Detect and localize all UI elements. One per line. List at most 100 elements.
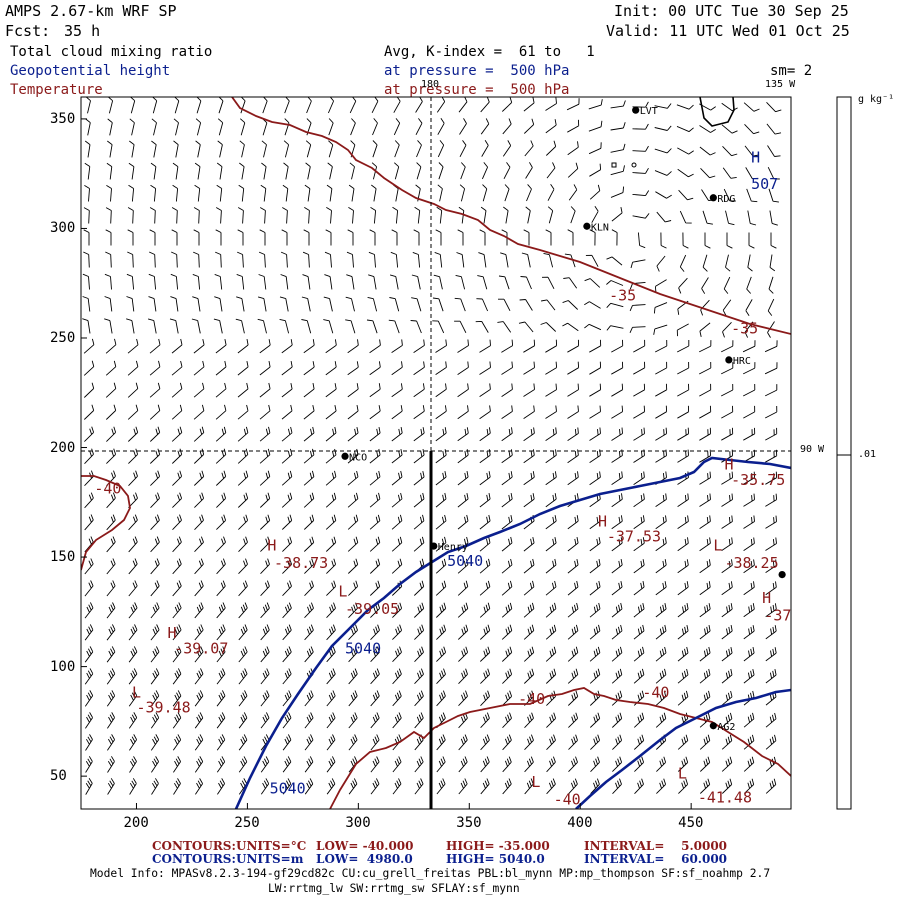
smoothing-label: sm= 2 — [770, 63, 813, 79]
temperature-label: L — [678, 764, 687, 782]
contour-labels: H507-35-35H-35.75-40H-37.535040H-38.73L-… — [94, 149, 791, 809]
model-info-line2: LW:rrtmg_lw SW:rrtmg_sw SFLAY:sf_mynn — [268, 882, 520, 895]
temp-contour-high: HIGH= -35.000 — [446, 839, 550, 853]
station-dot — [709, 194, 717, 202]
temp-contour-low: LOW= -40.000 — [316, 839, 414, 853]
colorbar — [836, 96, 852, 810]
y-tick-label: 50 — [50, 768, 67, 785]
field-geopotential-height: Geopotential height — [10, 63, 171, 79]
valid-time: Valid: 11 UTC Wed 01 Oct 25 — [606, 22, 850, 40]
avg-k-index: Avg, K-index = 61 to 1 — [384, 44, 595, 60]
temperature-label: -40 — [94, 480, 121, 498]
y-tick-label: 250 — [50, 329, 76, 346]
height-label: H — [751, 149, 760, 167]
temperature-contour-minus35 — [231, 97, 791, 335]
height-contour-units: UNITS=m — [236, 852, 304, 866]
temperature-label: -39.07 — [174, 639, 228, 657]
temperature-label: -40 — [554, 791, 581, 809]
temperature-label: H — [598, 512, 607, 530]
field-cloud-mixing-ratio: Total cloud mixing ratio — [10, 44, 213, 60]
temperature-label: -35 — [609, 287, 636, 305]
station-dot — [430, 542, 438, 550]
temperature-label: -40 — [518, 690, 545, 708]
longitude-label-right: 90 W — [800, 444, 825, 455]
temperature-label: L — [338, 582, 347, 600]
x-tick-label: 250 — [234, 815, 260, 831]
pressure-level-temperature: at pressure = 500 hPa — [384, 82, 570, 98]
station-label: AG2 — [717, 722, 735, 733]
height-label: 5040 — [345, 639, 381, 657]
station-dot — [341, 452, 349, 460]
coastline — [699, 97, 735, 127]
y-tick-label: 350 — [50, 110, 76, 127]
contour-lines — [81, 97, 791, 809]
temperature-label: -35.75 — [731, 471, 785, 489]
x-tick-label: 450 — [678, 815, 704, 831]
marker-circle — [631, 162, 637, 168]
colorbar-unit: g kg⁻¹ — [858, 94, 895, 105]
y-tick-label: 100 — [50, 658, 76, 675]
station-dot — [583, 222, 591, 230]
temperature-contour-minus40-south — [329, 687, 791, 809]
station-label: KLN — [591, 222, 609, 233]
station-dot — [709, 722, 717, 730]
wind-barbs — [82, 97, 782, 795]
x-tick-label: 300 — [345, 815, 371, 831]
model-title: AMPS 2.67-km WRF SP — [5, 2, 177, 20]
y-tick-label: 300 — [50, 220, 76, 237]
field-temperature: Temperature — [10, 82, 103, 98]
wind-barb-field — [82, 97, 782, 795]
temperature-label: -41.48 — [698, 788, 752, 806]
height-contour-5040-east — [575, 688, 791, 809]
station-label: HRC — [733, 356, 751, 367]
station-label: RDG — [717, 194, 735, 205]
station-dot — [778, 570, 786, 579]
height-contour-low: LOW= 4980.0 — [316, 852, 413, 866]
longitude-label-top: 180 — [421, 79, 440, 90]
temperature-label: L — [132, 683, 141, 701]
temperature-label: -40 — [642, 683, 669, 701]
init-time: Init: 00 UTC Tue 30 Sep 25 — [614, 2, 849, 20]
temperature-label: -39.48 — [136, 699, 190, 717]
model-info-line1: Model Info: MPASv8.2.3-194-gf29cd82c CU:… — [90, 867, 771, 880]
axis-ticks — [81, 118, 692, 809]
x-tick-label: 350 — [456, 815, 482, 831]
marker-square — [611, 162, 617, 168]
temperature-label: -37 — [764, 607, 791, 625]
y-tick-label: 150 — [50, 549, 76, 566]
temp-contour-heading: CONTOURS: — [152, 839, 236, 853]
temperature-label: H — [724, 455, 733, 473]
height-label: 507 — [751, 175, 778, 193]
plot-frame — [80, 96, 792, 810]
temperature-label: L — [713, 536, 722, 554]
pressure-level-height: at pressure = 500 hPa — [384, 63, 570, 79]
station-label: NCO — [349, 452, 367, 463]
temperature-label: -35 — [731, 320, 758, 338]
temperature-contour-minus40-west — [81, 475, 131, 571]
station-markers: LVT RDG KLN HRC NCO Henry AG2 — [341, 106, 786, 733]
temperature-label: L — [531, 773, 540, 791]
temp-contour-units: UNITS=°C — [236, 839, 307, 853]
height-contour-high: HIGH= 5040.0 — [446, 852, 545, 866]
station-dot — [632, 106, 640, 114]
height-contour-interval: INTERVAL= 60.000 — [584, 852, 728, 866]
height-label: 5040 — [447, 552, 483, 570]
forecast-hour: 35 h — [64, 22, 101, 40]
height-contour-heading: CONTOURS: — [152, 852, 236, 866]
temperature-label: H — [168, 624, 177, 642]
station-label: Henry — [438, 542, 468, 553]
temp-contour-interval: INTERVAL= 5.0000 — [584, 839, 728, 853]
height-contour-5040 — [234, 456, 791, 809]
temperature-label: -39.05 — [345, 600, 399, 618]
temperature-label: H — [267, 536, 276, 554]
forecast-label: Fcst: — [5, 22, 51, 40]
station-dot — [725, 356, 733, 364]
x-tick-label: 400 — [567, 815, 593, 831]
temperature-label: H — [762, 589, 771, 607]
temperature-label: -37.53 — [607, 528, 661, 546]
x-tick-label: 200 — [123, 815, 149, 831]
station-label: LVT — [640, 106, 658, 117]
colorbar-tick-label: .01 — [858, 449, 877, 460]
temperature-label: -38.25 — [724, 554, 778, 572]
